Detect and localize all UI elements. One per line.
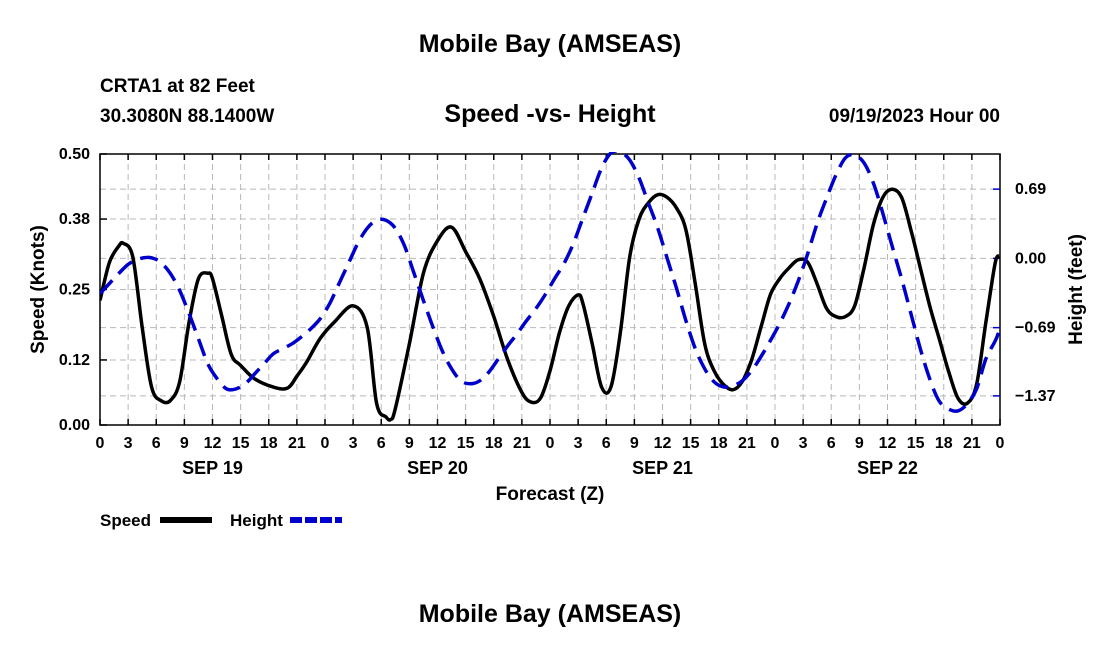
x-axis-label: Forecast (Z) <box>496 484 605 505</box>
footer-title: Mobile Bay (AMSEAS) <box>418 600 682 628</box>
y2-tick-label: −0.69 <box>1015 320 1056 337</box>
legend-label-speed: Speed <box>100 511 151 530</box>
speed-height-chart: 0 3 6 9 12 15 18 21 0 3 6 9 12 15 18 21 0 3 6 9 12 15 18 21 0 3 6 9… <box>28 146 1087 530</box>
station-coordinates: 30.3080N 88.1400W <box>100 106 275 127</box>
series-layer <box>100 152 1000 422</box>
series-line-speed <box>100 187 1000 422</box>
x-tick-label: 21 <box>288 435 306 452</box>
y-tick-label: 0.25 <box>59 282 90 299</box>
axis-ticks: 0 3 6 9 12 15 18 21 0 3 6 9 12 15 18 21 0 3 6 9 12 15 18 21 0 3 6 9… <box>59 146 1056 478</box>
y-tick-label: 0.50 <box>59 146 90 163</box>
x-tick-label: 9 <box>405 435 414 452</box>
x-tick-label: 3 <box>124 435 133 452</box>
chart-header-title: Mobile Bay (AMSEAS) <box>418 30 682 58</box>
day-label: SEP 20 <box>407 458 468 478</box>
x-tick-label: 0 <box>96 435 105 452</box>
x-tick-label: 15 <box>907 435 925 452</box>
x-tick-label: 6 <box>602 435 611 452</box>
x-tick-label: 6 <box>377 435 386 452</box>
chart-subtitle: Speed -vs- Height <box>444 100 656 128</box>
x-tick-label: 12 <box>879 435 897 452</box>
x-tick-label: 0 <box>321 435 330 452</box>
chart-grid <box>100 154 1000 425</box>
day-label: SEP 21 <box>632 458 693 478</box>
x-tick-label: 0 <box>546 435 555 452</box>
x-tick-label: 0 <box>996 435 1005 452</box>
chart-legend: Speed Height <box>100 511 342 530</box>
x-tick-label: 3 <box>799 435 808 452</box>
y2-axis-label: Height (feet) <box>1066 234 1087 345</box>
y-tick-label: 0.00 <box>59 417 90 434</box>
x-tick-label: 6 <box>152 435 161 452</box>
x-tick-label: 3 <box>349 435 358 452</box>
x-tick-label: 18 <box>710 435 728 452</box>
x-tick-label: 18 <box>935 435 953 452</box>
x-tick-label: 3 <box>574 435 583 452</box>
x-tick-label: 9 <box>180 435 189 452</box>
x-tick-label: 18 <box>485 435 503 452</box>
y-tick-label: 0.38 <box>59 211 90 228</box>
x-tick-label: 21 <box>513 435 531 452</box>
day-label: SEP 22 <box>857 458 918 478</box>
x-tick-label: 15 <box>457 435 475 452</box>
x-tick-label: 15 <box>682 435 700 452</box>
x-tick-label: 12 <box>204 435 222 452</box>
station-label: CRTA1 at 82 Feet <box>100 76 255 97</box>
x-tick-label: 18 <box>260 435 278 452</box>
x-tick-label: 0 <box>771 435 780 452</box>
x-tick-label: 21 <box>738 435 756 452</box>
x-tick-label: 9 <box>855 435 864 452</box>
x-tick-label: 12 <box>654 435 672 452</box>
y-tick-label: 0.12 <box>59 352 90 369</box>
y2-tick-label: 0.00 <box>1015 250 1046 267</box>
y2-tick-label: 0.69 <box>1015 181 1046 198</box>
x-tick-label: 6 <box>827 435 836 452</box>
forecast-datetime: 09/19/2023 Hour 00 <box>828 106 1000 127</box>
legend-label-height: Height <box>230 511 283 530</box>
x-tick-label: 9 <box>630 435 639 452</box>
day-label: SEP 19 <box>182 458 243 478</box>
x-tick-label: 15 <box>232 435 250 452</box>
y2-tick-label: −1.37 <box>1015 388 1056 405</box>
y-axis-label: Speed (Knots) <box>28 225 49 354</box>
x-tick-label: 21 <box>963 435 981 452</box>
x-tick-label: 12 <box>429 435 447 452</box>
